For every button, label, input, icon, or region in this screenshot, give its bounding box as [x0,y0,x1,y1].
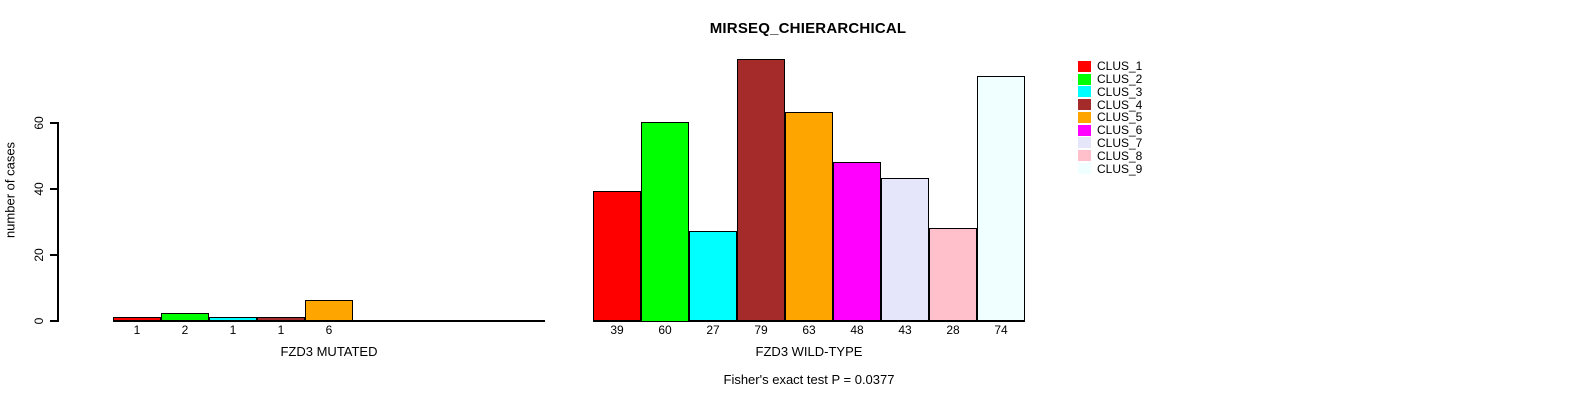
y-tick [49,254,57,256]
bar [977,75,1025,322]
x-axis-label-wild-type: FZD3 WILD-TYPE [755,344,863,359]
chart-title: MIRSEQ_CHIERARCHICAL [709,20,907,37]
legend-item: CLUS_6 [1078,124,1142,137]
legend-label: CLUS_6 [1097,123,1143,138]
legend-item: CLUS_8 [1078,149,1142,162]
bar-label: 63 [802,323,816,337]
bar-label: 43 [898,323,912,337]
bar [641,122,689,322]
bar [881,178,929,322]
legend-label: CLUS_4 [1097,97,1143,112]
y-tick-label: 40 [32,182,46,196]
legend-swatch [1078,163,1091,174]
y-tick-label: 0 [32,317,46,325]
legend-swatch [1078,124,1091,136]
legend-swatch [1078,60,1091,72]
legend-swatch [1078,99,1091,111]
legend-label: CLUS_1 [1097,59,1143,74]
bar-label: 60 [658,323,672,337]
legend-label: CLUS_2 [1097,72,1143,87]
fisher-test-annotation: Fisher's exact test P = 0.0377 [723,372,895,387]
legend-item: CLUS_1 [1078,60,1142,73]
legend-item: CLUS_3 [1078,86,1142,99]
y-tick-label: 20 [32,248,46,262]
legend-item: CLUS_4 [1078,98,1142,111]
bar-label: 39 [610,323,624,337]
legend-label: CLUS_8 [1097,148,1143,163]
bar-label: 48 [850,323,864,337]
legend-swatch [1078,150,1091,162]
bar [257,316,305,322]
bar [785,112,833,322]
legend-item: CLUS_9 [1078,162,1142,175]
bar-label: 2 [181,323,189,337]
legend-swatch [1078,73,1091,85]
bar [209,316,257,322]
bar-label: 1 [277,323,285,337]
legend-swatch [1078,111,1091,123]
legend-item: CLUS_5 [1078,111,1142,124]
legend-label: CLUS_3 [1097,84,1143,99]
y-axis-label: number of cases [2,141,18,239]
bar [161,313,209,322]
bar [113,316,161,322]
y-tick-label: 60 [32,116,46,130]
x-axis-label-mutated: FZD3 MUTATED [280,344,378,359]
bar [833,161,881,322]
legend-label: CLUS_9 [1097,161,1143,176]
legend-label: CLUS_5 [1097,110,1143,125]
legend-label: CLUS_7 [1097,135,1143,150]
legend-item: CLUS_2 [1078,73,1142,86]
bar [737,59,785,322]
bar [689,230,737,322]
y-tick [49,320,57,322]
y-tick [49,188,57,190]
legend-item: CLUS_7 [1078,137,1142,150]
bar-label: 74 [994,323,1008,337]
bar-label: 1 [229,323,237,337]
y-tick [49,122,57,124]
bar [929,227,977,322]
legend: CLUS_1 CLUS_2 CLUS_3 CLUS_4 CLUS_5 CLUS_6 CLUS… [1078,60,1142,175]
bar [305,300,353,322]
bar-label: 79 [754,323,768,337]
bar [593,191,641,322]
bar-label: 6 [325,323,333,337]
bar-label: 1 [133,323,141,337]
legend-swatch [1078,137,1091,149]
bar-label: 28 [946,323,960,337]
legend-swatch [1078,86,1091,98]
bar-label: 27 [706,323,720,337]
y-axis-line [57,122,59,322]
